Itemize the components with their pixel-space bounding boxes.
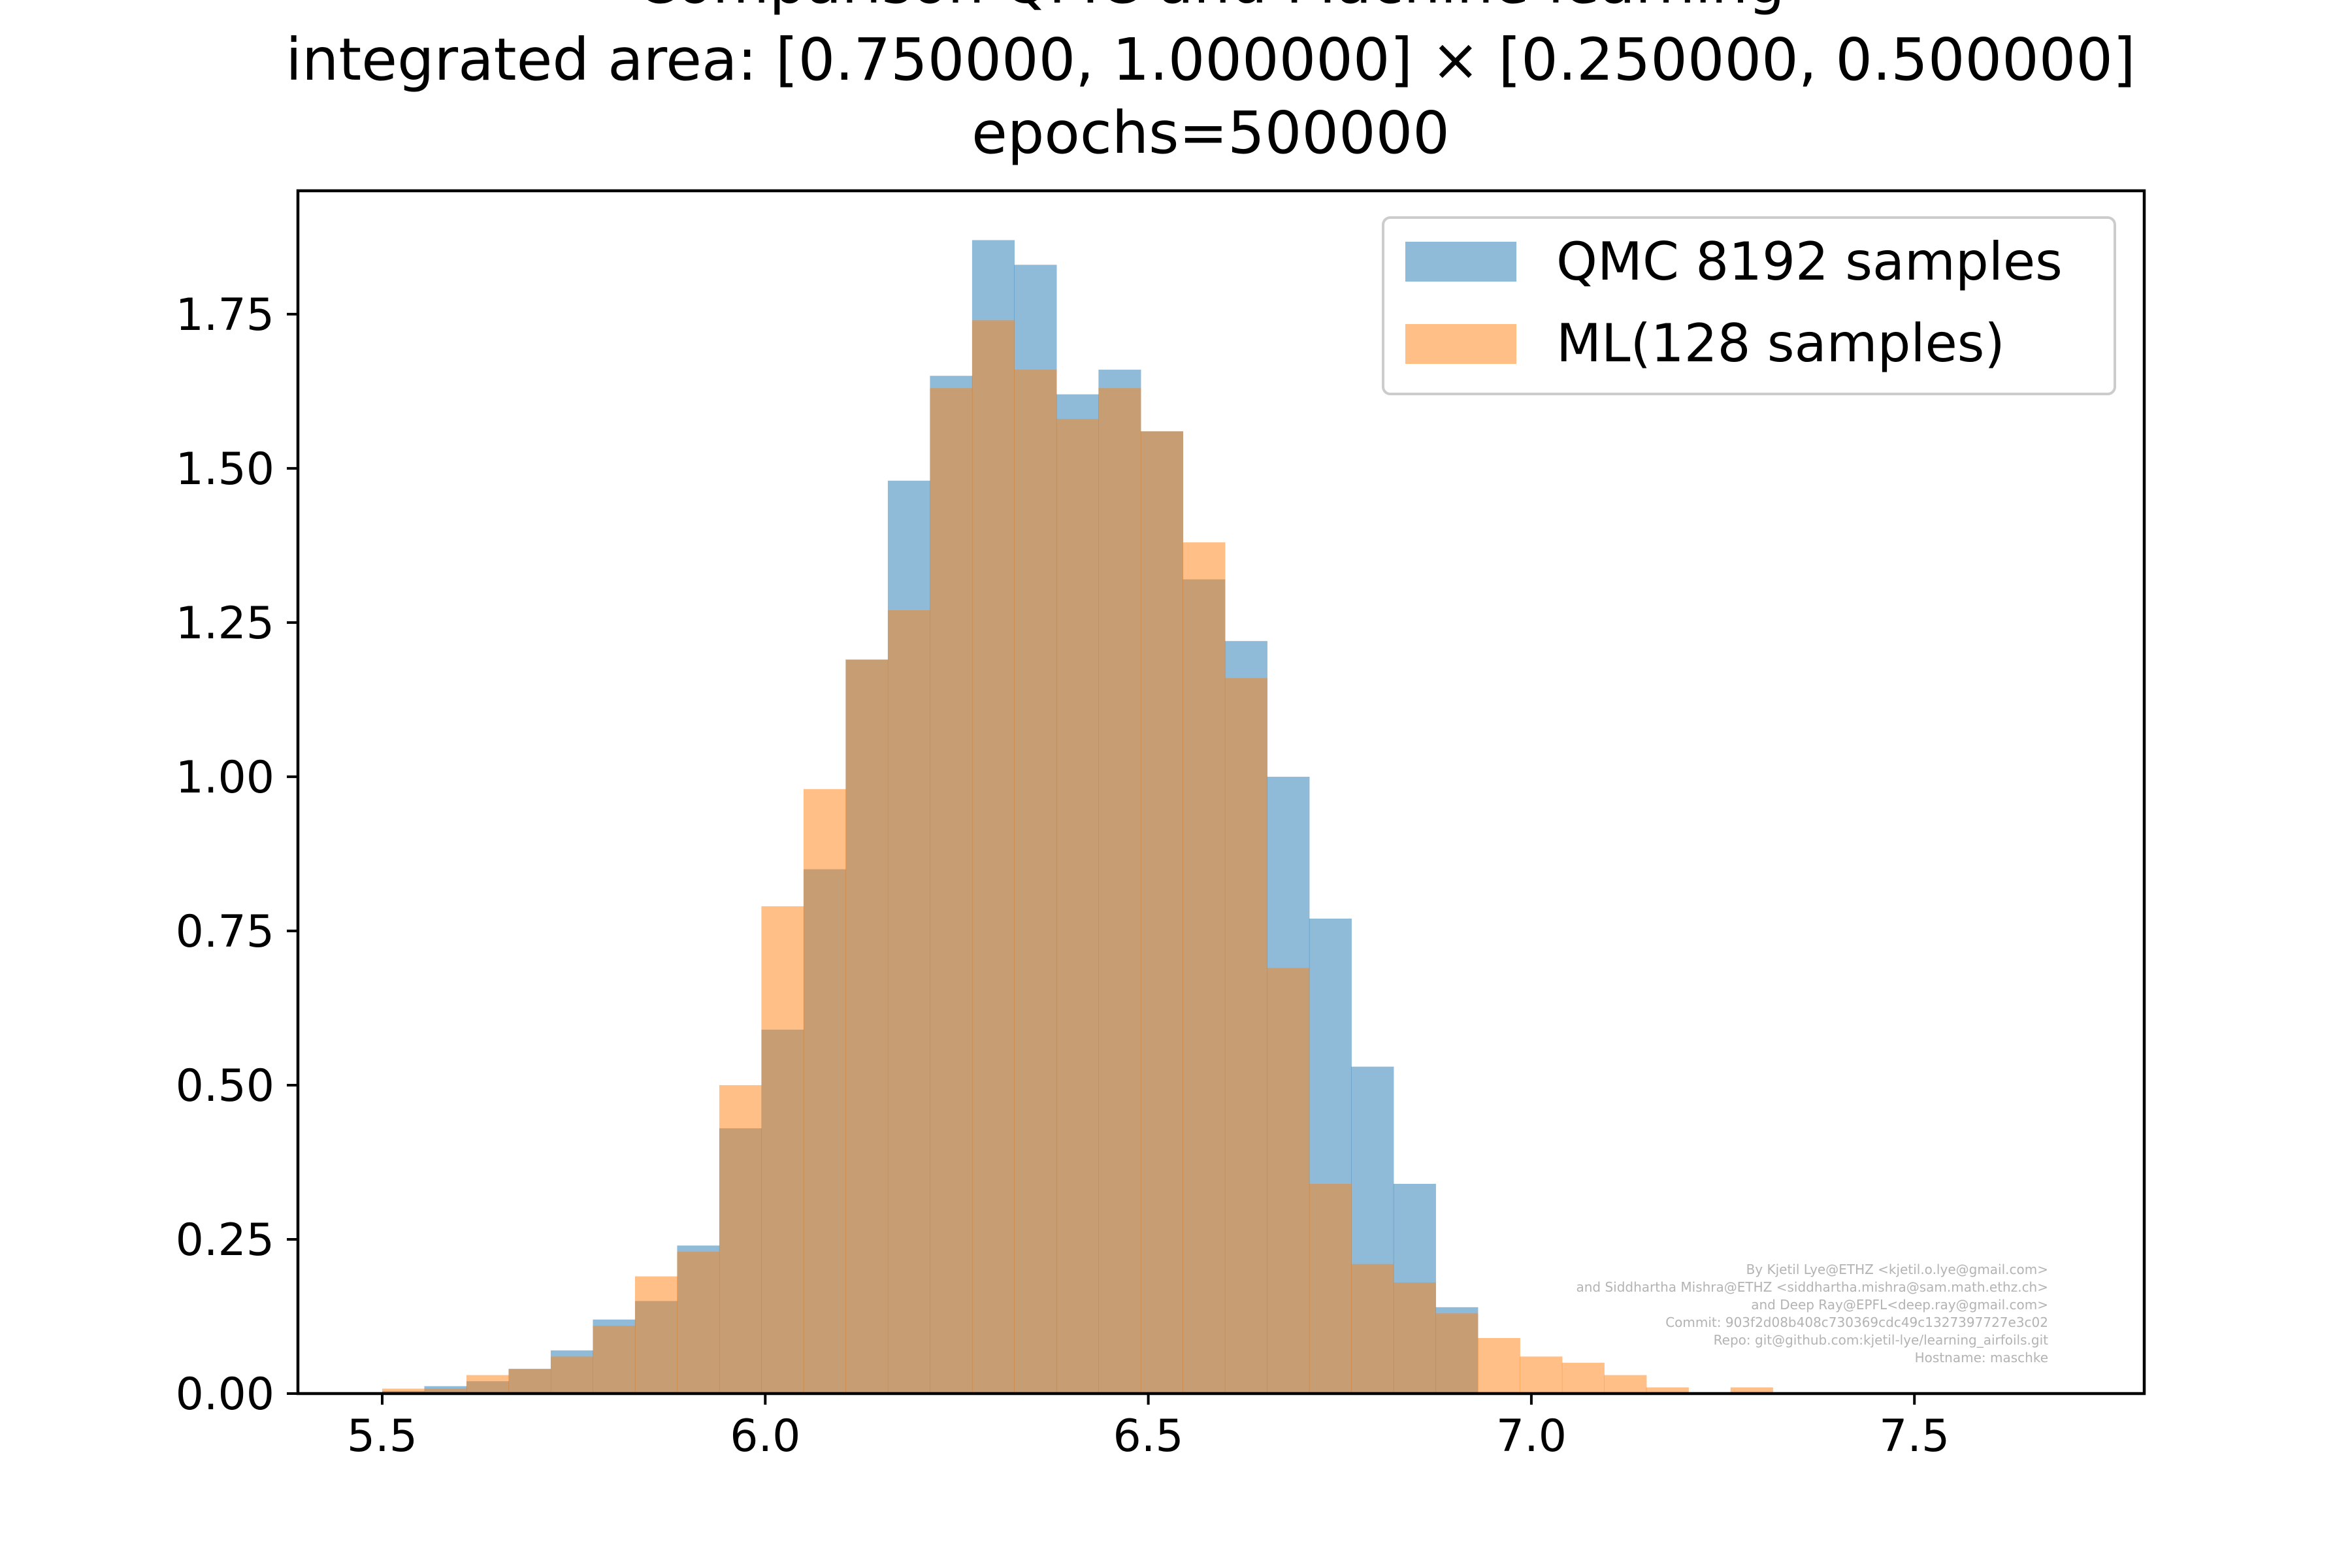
series-1-bin-24	[1435, 1313, 1478, 1394]
y-tick-label: 1.75	[176, 289, 274, 341]
legend-swatch-ml	[1405, 324, 1516, 364]
y-tick-label: 1.50	[176, 444, 274, 495]
series-1-bin-21	[1309, 1184, 1352, 1394]
title-line-1: Comparison QMC and Machine learning	[636, 0, 1785, 16]
series-1-bin-26	[1520, 1356, 1563, 1394]
credit-line-3: and Deep Ray@EPFL<deep.ray@gmail.com>	[1751, 1297, 2048, 1313]
series-1-bin-17	[1140, 431, 1183, 1394]
legend-swatch-qmc	[1405, 242, 1516, 282]
title-line-2: integrated area: [0.750000, 1.000000] × …	[286, 25, 2135, 93]
y-tick-label: 0.00	[176, 1369, 274, 1420]
x-tick-label: 7.5	[1879, 1411, 1950, 1462]
credit-line-6: Hostname: maschke	[1915, 1350, 2048, 1365]
credit-line-4: Commit: 903f2d08b408c730369cdc49c1327397…	[1665, 1315, 2048, 1330]
series-1-bin-11	[887, 610, 930, 1394]
credits-block: By Kjetil Lye@ETHZ <kjetil.o.lye@gmail.c…	[1576, 1262, 2048, 1365]
series-1-bin-14	[1014, 369, 1057, 1394]
plot-frame	[296, 189, 2146, 1396]
series-1-bin-2	[508, 1369, 551, 1394]
series-1-bin-1	[466, 1375, 510, 1394]
title-line-3: epochs=500000	[972, 99, 1450, 167]
series-1-bin-18	[1183, 542, 1226, 1394]
series-1-bin-0	[382, 1388, 467, 1394]
series-1-bin-4	[593, 1326, 636, 1394]
credit-line-2: and Siddhartha Mishra@ETHZ <siddhartha.m…	[1576, 1279, 2048, 1295]
series-1-bin-15	[1056, 419, 1099, 1394]
series-1-bin-7	[719, 1085, 762, 1394]
credit-line-1: By Kjetil Lye@ETHZ <kjetil.o.lye@gmail.c…	[1746, 1262, 2048, 1277]
x-axis: 5.5 6.0 6.5 7.0 7.5	[347, 1394, 1950, 1462]
series-1-bin-8	[761, 906, 804, 1394]
series-1-bin-13	[972, 320, 1015, 1394]
series-1-bin-9	[803, 789, 847, 1394]
x-tick-label: 5.5	[347, 1411, 417, 1462]
series-1-bin-19	[1224, 678, 1267, 1394]
y-tick-label: 0.75	[176, 906, 274, 958]
y-tick-label: 0.25	[176, 1215, 274, 1266]
series-1-bars	[382, 320, 1773, 1394]
series-1-bin-27	[1561, 1362, 1605, 1394]
series-1-bin-29	[1646, 1387, 1689, 1394]
y-tick-label: 0.50	[176, 1060, 274, 1112]
x-tick-label: 7.0	[1496, 1411, 1567, 1462]
histogram-bars	[382, 240, 1773, 1394]
series-1-bin-28	[1604, 1375, 1647, 1394]
y-tick-label: 1.25	[176, 598, 274, 649]
series-1-bin-16	[1098, 388, 1141, 1394]
legend-frame	[1382, 216, 2116, 395]
legend-label-qmc: QMC 8192 samples	[1556, 231, 2063, 292]
y-tick-label: 1.00	[176, 752, 274, 804]
series-1-bin-3	[550, 1356, 594, 1394]
series-1-bin-10	[845, 659, 889, 1394]
chart-title: Comparison QMC and Machine learning inte…	[286, 0, 2135, 167]
series-1-bin-6	[677, 1251, 720, 1394]
series-1-bin-22	[1351, 1264, 1394, 1394]
series-1-bin-20	[1267, 968, 1310, 1394]
series-1-bin-5	[634, 1276, 678, 1394]
series-1-bin-23	[1393, 1282, 1436, 1394]
legend-label-ml: ML(128 samples)	[1556, 313, 2005, 374]
series-1-bin-31	[1730, 1387, 1773, 1394]
x-tick-label: 6.0	[730, 1411, 800, 1462]
y-axis: 0.00 0.25 0.50 0.75 1.00 1.25 1.50 1.75	[176, 289, 298, 1420]
legend: QMC 8192 samples ML(128 samples)	[1382, 216, 2116, 395]
credit-line-5: Repo: git@github.com:kjetil-lye/learning…	[1714, 1332, 2048, 1348]
series-1-bin-12	[930, 388, 973, 1394]
x-tick-label: 6.5	[1113, 1411, 1184, 1462]
series-1-bin-25	[1477, 1338, 1520, 1394]
